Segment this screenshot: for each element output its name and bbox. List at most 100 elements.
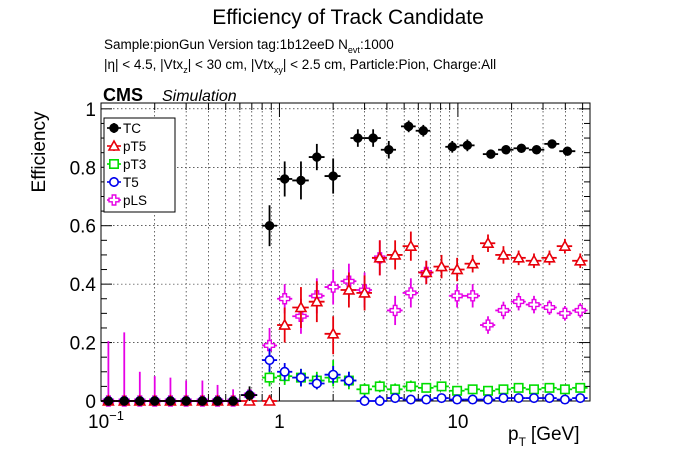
data-point <box>119 396 129 406</box>
data-point <box>342 283 356 295</box>
data-point <box>328 171 338 181</box>
data-point <box>264 355 275 366</box>
data-point <box>467 394 478 405</box>
data-point <box>388 248 402 260</box>
data-point <box>512 295 525 308</box>
data-point <box>559 384 570 395</box>
legend-marker <box>107 139 121 151</box>
data-point <box>497 248 510 260</box>
legend: TC pT5 pT3 T5 pLS <box>103 117 176 213</box>
data-point <box>483 394 494 405</box>
y-tick-label: 0.8 <box>70 158 96 179</box>
data-point <box>543 301 556 314</box>
data-point <box>575 382 586 393</box>
data-point <box>404 239 418 251</box>
data-point <box>450 262 464 275</box>
data-point <box>374 381 385 392</box>
data-point <box>312 152 322 162</box>
data-point <box>451 290 463 302</box>
data-point <box>405 381 416 392</box>
subtitle-2-part: | < 2.5 cm, Particle:Pion, Charge:All <box>283 57 496 72</box>
data-point <box>435 259 448 272</box>
y-tick-label: 0.4 <box>70 275 97 296</box>
data-point <box>103 396 114 406</box>
data-point <box>574 304 586 317</box>
data-point <box>326 327 340 339</box>
data-point <box>358 286 371 298</box>
data-point <box>483 385 494 396</box>
cms-sublabel: Simulation <box>162 88 237 105</box>
data-point <box>559 394 570 405</box>
data-point <box>516 143 527 153</box>
subtitle-1-main: Sample:pionGun Version tag:1b12eeD N <box>104 37 348 52</box>
data-point <box>390 393 401 404</box>
data-point <box>165 396 176 406</box>
data-point <box>513 382 524 393</box>
data-point <box>294 300 308 313</box>
data-point <box>512 251 525 263</box>
x-axis-label: pT [GeV] <box>508 424 580 449</box>
data-point <box>436 393 447 404</box>
data-point <box>436 381 447 392</box>
x-tick-label-exp: −1 <box>109 408 124 423</box>
data-point <box>466 257 480 269</box>
data-point <box>419 265 433 278</box>
data-point <box>263 339 276 352</box>
data-point <box>486 149 496 159</box>
y-tick-label: 0 <box>85 392 96 413</box>
legend-marker <box>109 177 120 188</box>
data-point <box>547 139 557 149</box>
data-point <box>501 145 511 155</box>
data-point <box>228 396 238 406</box>
data-point <box>390 384 401 395</box>
data-point <box>150 396 160 406</box>
x-axis-label-unit: [GeV] <box>531 424 580 445</box>
subtitle-2-part: |η| < 4.5, |Vtx <box>104 57 183 72</box>
data-point <box>374 395 385 406</box>
data-point <box>296 175 306 186</box>
data-point <box>278 293 291 305</box>
data-point <box>405 394 416 405</box>
y-axis-label: Efficiency <box>29 111 50 192</box>
data-point <box>421 382 432 393</box>
data-point <box>528 298 540 311</box>
subtitle-1-tail: :1000 <box>360 37 394 52</box>
data-point <box>573 254 587 266</box>
y-tick-label: 0.6 <box>70 217 96 238</box>
data-point <box>452 394 463 405</box>
data-point <box>359 395 370 406</box>
data-point <box>310 295 324 307</box>
plot-frame <box>100 102 591 402</box>
legend-marker <box>109 123 119 133</box>
legend-label: TC <box>123 121 141 136</box>
data-point <box>264 372 275 383</box>
data-point <box>343 375 354 386</box>
data-point <box>498 384 509 395</box>
data-point <box>452 385 463 396</box>
data-point <box>327 281 339 293</box>
series-tc <box>101 120 576 406</box>
data-point <box>328 369 339 380</box>
legend-label: pLS <box>123 193 147 208</box>
data-point <box>447 142 457 152</box>
data-point <box>528 384 539 395</box>
y-tick-label: 0.2 <box>70 334 96 355</box>
data-point <box>359 384 370 395</box>
data-point <box>421 394 432 405</box>
data-point <box>498 393 509 404</box>
data-point <box>212 396 223 406</box>
data-point <box>531 145 542 155</box>
legend-marker <box>108 194 120 206</box>
data-point <box>482 319 494 331</box>
data-point <box>462 140 473 151</box>
x-tick-label: 10 <box>447 412 468 433</box>
data-series <box>101 120 588 407</box>
data-point <box>181 396 191 406</box>
data-point <box>467 384 478 395</box>
legend-label: pT5 <box>123 139 146 154</box>
chart-subtitle-2: |η| < 4.5, |Vtxz| < 30 cm, |Vtxxy| < 2.5… <box>104 57 496 75</box>
data-point <box>403 121 414 132</box>
x-axis-label-sub: T <box>519 435 527 449</box>
